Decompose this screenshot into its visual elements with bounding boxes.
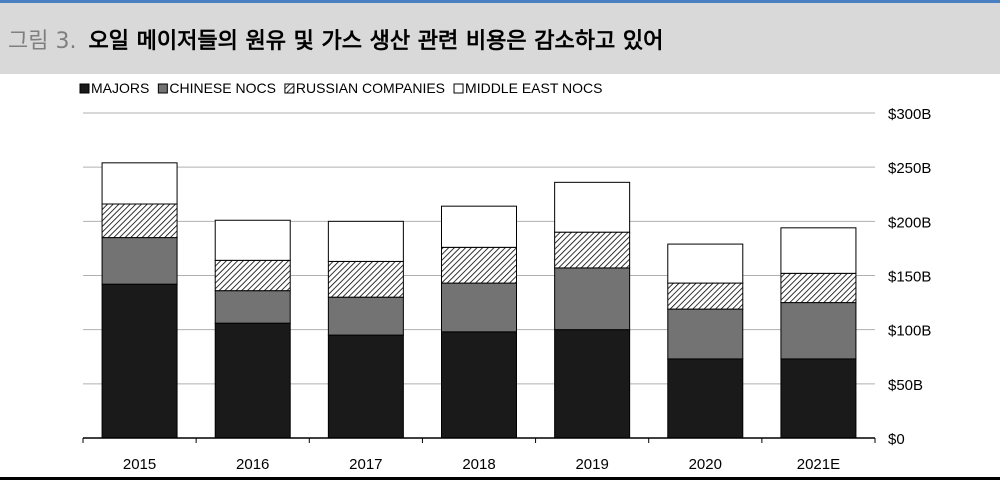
bar-segment [214, 322, 291, 439]
legend-swatch [157, 83, 168, 94]
bar-segment [214, 290, 291, 324]
bottom-rule [0, 477, 1000, 480]
bar-segment [101, 203, 178, 239]
chart-axes: $0 $50B $100B $150B $200B $250B $300B 2015 2016 2… [82, 106, 931, 473]
x-tick-label: 2017 [349, 456, 382, 473]
figure-label: 그림 3. [8, 28, 77, 54]
y-tick-label: $0 [888, 431, 905, 448]
legend-swatch [284, 83, 295, 94]
top-rule [0, 0, 1000, 3]
y-tick-label: $300B [888, 106, 931, 123]
bar-segment [441, 282, 517, 333]
bar-segment [101, 237, 178, 285]
bar-segment [554, 231, 631, 269]
legend-label: MAJORS [91, 80, 149, 96]
bar-segment [667, 243, 744, 284]
bar-segment [667, 282, 744, 310]
y-tick-label: $150B [888, 269, 931, 286]
bar-segment [780, 358, 857, 439]
bar-segment [441, 246, 517, 284]
bar-segment [441, 205, 517, 248]
x-tick-label: 2016 [236, 456, 269, 473]
legend-label: RUSSIAN COMPANIES [296, 80, 445, 96]
legend-swatch [453, 83, 464, 94]
x-tick-label: 2015 [123, 456, 156, 473]
chart-bars [101, 162, 857, 439]
bar-segment [667, 358, 744, 439]
legend-swatch [79, 83, 90, 94]
y-tick-label: $50B [888, 377, 923, 394]
x-tick-label: 2021E [797, 456, 840, 473]
bar-segment [441, 331, 517, 439]
bar-segment [780, 272, 857, 304]
bar-segment [554, 181, 631, 233]
page-title: 오일 메이저들의 원유 및 가스 생산 관련 비용은 감소하고 있어 [88, 28, 664, 54]
bar-segment [101, 162, 178, 205]
bar-segment [101, 283, 178, 439]
bar-segment [327, 260, 404, 298]
x-tick-label: 2019 [575, 456, 608, 473]
legend-label: CHINESE NOCS [169, 80, 276, 96]
chart-legend: MAJORS CHINESE NOCS RUSSIAN COMPANIES MIDDL… [79, 80, 602, 96]
y-tick-label: $200B [888, 214, 931, 231]
y-tick-label: $250B [888, 160, 931, 177]
bar-segment [327, 296, 404, 336]
title-bar: 그림 3. 오일 메이저들의 원유 및 가스 생산 관련 비용은 감소하고 있어 [0, 3, 1000, 74]
bar-segment [554, 267, 631, 331]
bar-segment [327, 334, 404, 439]
bar-segment [214, 219, 291, 261]
bar-segment [327, 220, 404, 262]
bar-segment [667, 308, 744, 360]
bar-segment [554, 329, 631, 439]
x-tick-label: 2020 [689, 456, 722, 473]
bar-segment [780, 302, 857, 360]
bar-segment [780, 227, 857, 274]
bar-segment [214, 259, 291, 292]
y-tick-label: $100B [888, 323, 931, 340]
x-tick-label: 2018 [462, 456, 495, 473]
legend-label: MIDDLE EAST NOCS [465, 80, 602, 96]
